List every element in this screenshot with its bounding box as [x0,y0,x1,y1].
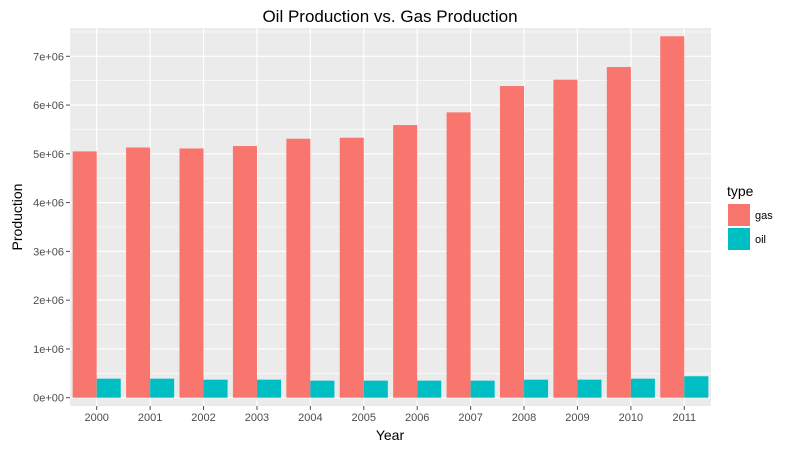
bar-oil-2008 [524,379,549,398]
bar-gas-2010 [606,67,631,398]
legend: type gas oil [727,183,773,250]
bar-gas-2004 [286,138,311,398]
x-tick-label: 2004 [298,412,322,424]
bar-gas-2006 [393,125,418,398]
legend-key-oil [728,228,750,250]
bar-gas-2009 [553,79,578,398]
legend-key-gas [728,204,750,226]
y-axis-title: Production [9,184,25,251]
x-tick-label: 2010 [619,412,643,424]
bar-oil-2009 [577,379,602,398]
bar-gas-2000 [72,151,97,398]
bar-oil-2006 [417,380,442,398]
x-tick-label: 2009 [565,412,589,424]
y-tick-label: 2e+06 [33,295,64,307]
y-axis: 0e+00 1e+06 2e+06 3e+06 4e+06 5e+06 6e+06 7e+06 [33,51,70,405]
y-tick-label: 1e+06 [33,344,64,356]
bar-gas-2007 [446,112,471,398]
bar-gas-2011 [660,36,685,398]
y-tick-label: 5e+06 [33,149,64,161]
chart-title: Oil Production vs. Gas Production [262,7,517,26]
bar-gas-2008 [500,86,525,398]
bar-gas-2001 [126,147,151,398]
y-tick-label: 3e+06 [33,246,64,258]
bar-oil-2003 [256,379,281,398]
y-tick-label: 4e+06 [33,198,64,210]
bar-oil-2011 [684,376,709,398]
x-tick-label: 2006 [405,412,429,424]
bar-oil-2002 [203,379,228,398]
plot-background [70,28,711,406]
x-axis-title: Year [376,427,405,443]
legend-label-gas: gas [755,210,773,222]
x-tick-label: 2008 [512,412,536,424]
y-tick-label: 7e+06 [33,51,64,63]
legend-label-oil: oil [755,234,766,246]
bar-oil-2001 [150,378,175,398]
x-tick-label: 2000 [84,412,108,424]
x-tick-label: 2007 [458,412,482,424]
x-tick-label: 2011 [672,412,696,424]
bar-gas-2003 [232,146,257,398]
bar-oil-2010 [630,378,655,398]
y-tick-label: 0e+00 [33,393,64,405]
bar-oil-2005 [363,380,388,398]
x-tick-label: 2003 [245,412,269,424]
x-axis: 2000 2001 2002 2003 2004 2005 2006 2007 2008 2009… [84,406,696,424]
y-tick-label: 6e+06 [33,100,64,112]
bars [72,36,709,398]
minor-gridlines [70,31,711,374]
bar-oil-2004 [310,380,335,398]
legend-title: type [727,183,754,199]
bar-oil-2007 [470,380,495,398]
x-tick-label: 2005 [352,412,376,424]
bar-gas-2002 [179,148,204,398]
x-tick-label: 2002 [191,412,215,424]
x-tick-label: 2001 [138,412,162,424]
bar-oil-2000 [96,378,121,398]
bar-gas-2005 [339,137,364,398]
